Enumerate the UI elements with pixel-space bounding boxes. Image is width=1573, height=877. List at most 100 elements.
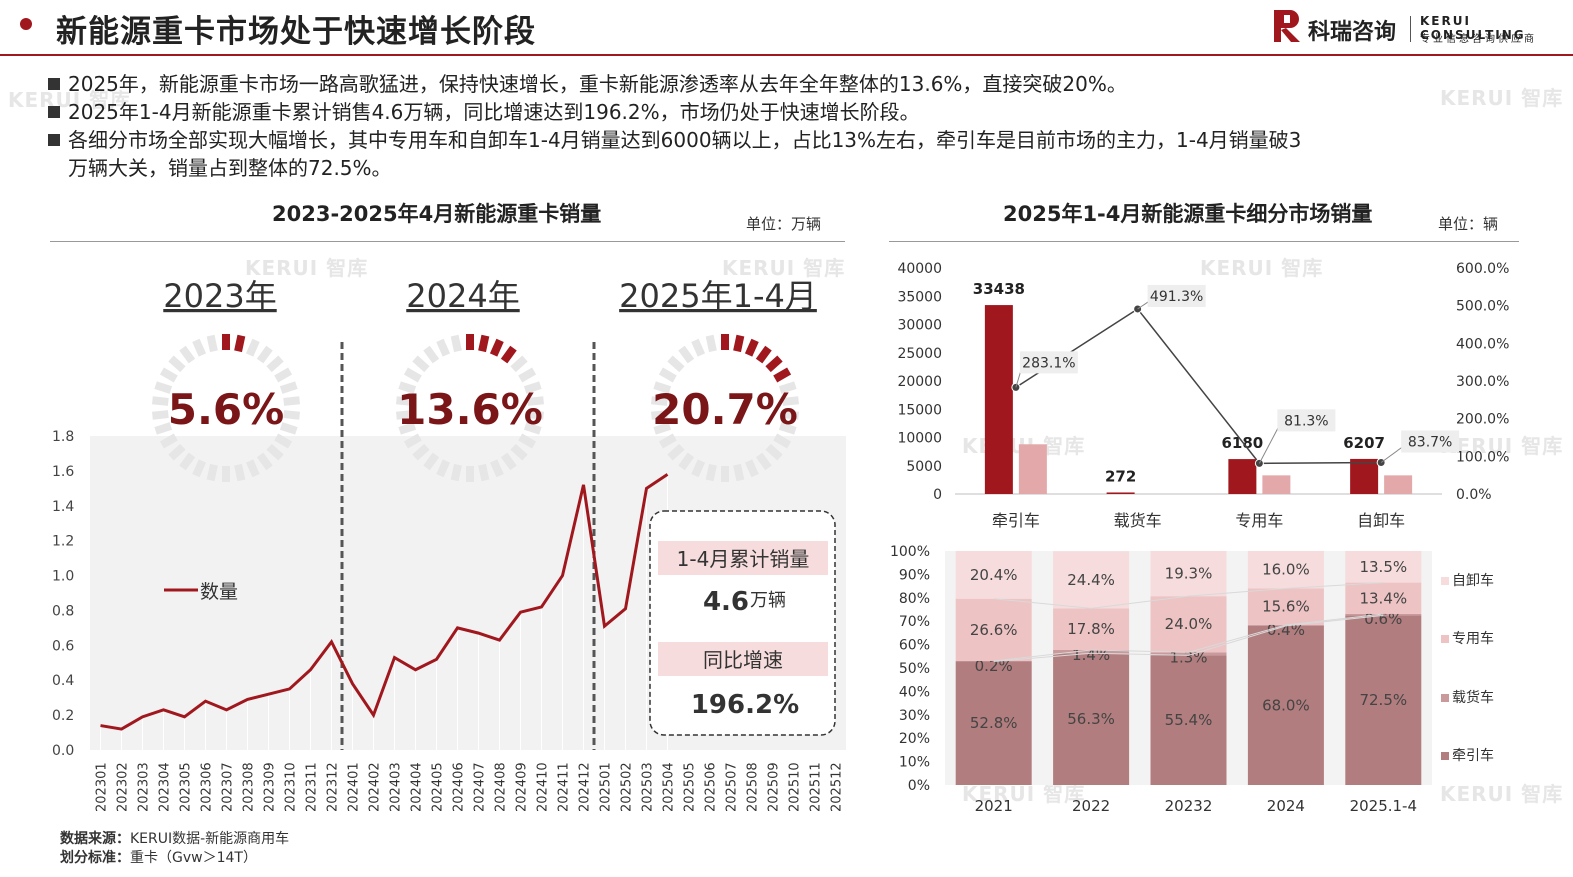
- gauge-tick-filled: [489, 338, 504, 357]
- gauge-tick: [678, 345, 695, 364]
- stack-segment-0: [1150, 655, 1227, 785]
- cum-sales-value: 4.6: [703, 587, 749, 617]
- stack-segment-1: [1345, 613, 1422, 616]
- x-tick-label: 202311: [305, 762, 320, 812]
- y-left-tick-label: 30000: [897, 318, 942, 334]
- gauge-tick: [678, 452, 695, 471]
- stack-y-tick-label: 50%: [899, 661, 930, 677]
- legend-label: 牵引车: [1452, 747, 1494, 764]
- x-category-label: 载货车: [1114, 511, 1162, 530]
- x-tick-label: 202310: [284, 762, 299, 812]
- gauge-tick: [705, 334, 717, 353]
- stack-value-label: 24.4%: [1067, 571, 1115, 589]
- y-tick-label: 0.8: [52, 603, 74, 619]
- gauge-tick: [773, 433, 792, 449]
- bar-2025: [1228, 459, 1257, 494]
- x-tick-label: 202401: [347, 762, 362, 812]
- watermark: KERUI 智库: [8, 88, 132, 112]
- gauge-tick-filled: [755, 345, 772, 364]
- stack-value-label: 17.8%: [1067, 620, 1115, 638]
- gauge-tick: [274, 433, 293, 449]
- watermark: KERUI 智库: [1200, 256, 1324, 280]
- stack-segment-0: [1345, 615, 1422, 785]
- x-tick-label: 202506: [704, 762, 719, 812]
- growth-line: [1015, 307, 1382, 465]
- gauge-tick: [179, 452, 196, 471]
- x-tick-label: 202301: [95, 762, 110, 812]
- gauge-tick-filled: [744, 338, 759, 357]
- stack-x-label: 2021: [975, 797, 1013, 815]
- classification-standard: 划分标准：重卡（Gvw＞14T）: [60, 850, 257, 866]
- x-category-label: 牵引车: [992, 511, 1040, 530]
- watermark: KERUI 智库: [245, 256, 369, 280]
- x-tick-label: 202510: [788, 762, 803, 812]
- gauge-tick: [782, 396, 800, 406]
- x-tick-label: 202402: [368, 762, 383, 812]
- x-tick-label: 202505: [683, 762, 698, 812]
- stack-segment-3: [955, 551, 1032, 599]
- gauge-tick: [283, 410, 301, 420]
- y-left-tick-label: 5000: [906, 459, 942, 475]
- growth-label-bg: [1401, 430, 1460, 453]
- penetration-value: 20.7%: [652, 385, 798, 434]
- penetration-value: 5.6%: [168, 385, 284, 434]
- gauge-tick: [778, 381, 797, 394]
- stack-segment-1: [1150, 652, 1227, 656]
- gauge-tick: [653, 422, 672, 435]
- gauge-tick: [279, 381, 298, 394]
- x-tick-label: 202408: [494, 762, 509, 812]
- gauge-tick: [518, 367, 537, 383]
- bullet-item-continued: 万辆大关，销量占到整体的72.5%。: [68, 156, 392, 180]
- gauge-tick: [733, 463, 745, 482]
- x-tick-label: 202511: [809, 762, 824, 812]
- stack-value-label: 72.5%: [1359, 691, 1407, 709]
- bullet-square-icon: [48, 134, 60, 146]
- gauge-tick: [168, 443, 186, 461]
- gauge-tick: [151, 410, 169, 420]
- y-tick-label: 0.0: [52, 743, 74, 759]
- gauge-tick-filled: [478, 334, 490, 353]
- summary-bullets: 2025年，新能源重卡市场一路高歌猛进，保持快速增长，重卡新能源渗透率从去年全年…: [48, 70, 1538, 182]
- stack-y-tick-label: 40%: [899, 684, 930, 700]
- gauge-tick: [403, 367, 422, 383]
- year-label: 2025年1-4月: [619, 277, 817, 315]
- logo-cn-text: 科瑞咨询: [1308, 20, 1397, 45]
- gauge-tick: [256, 452, 273, 471]
- gauge-tick: [510, 443, 528, 461]
- gauge-tick: [527, 396, 545, 406]
- y-left-tick-label: 10000: [897, 431, 942, 447]
- x-tick-label: 202412: [578, 762, 593, 812]
- growth-label: 491.3%: [1150, 289, 1203, 305]
- x-tick-label: 202312: [326, 762, 341, 812]
- legend-swatch: [1441, 694, 1449, 702]
- penetration-value: 13.6%: [397, 385, 543, 434]
- gauge-tick: [412, 355, 430, 373]
- y-right-tick-label: 600.0%: [1456, 261, 1509, 277]
- gauge-tick: [245, 459, 260, 478]
- left-chart-rule: [50, 241, 845, 242]
- gauge-tick: [266, 355, 284, 373]
- legend-swatch: [1441, 577, 1449, 585]
- stack-y-tick-label: 20%: [899, 731, 930, 747]
- stack-value-label: 19.3%: [1165, 565, 1213, 583]
- x-tick-label: 202507: [725, 762, 740, 812]
- gauge-tick: [658, 433, 677, 449]
- stack-connector: [993, 582, 1384, 609]
- gauge-tick: [234, 463, 246, 482]
- y-left-tick-label: 35000: [897, 289, 942, 305]
- gauge-tick: [283, 396, 301, 406]
- gauge-tick: [206, 334, 218, 353]
- gauge-tick-filled: [765, 355, 783, 373]
- brand-logo: 科瑞咨询 KERUI CONSULTING 专业信息咨询供应商: [1274, 8, 1564, 48]
- x-tick-label: 202406: [452, 762, 467, 812]
- bar-2025: [1350, 458, 1379, 494]
- gauge-tick: [755, 452, 772, 471]
- watermark: KERUI 智库: [1440, 86, 1564, 110]
- gauge-tick: [423, 345, 440, 364]
- gauge-tick: [256, 345, 273, 364]
- bullet-item: 2025年，新能源重卡市场一路高歌猛进，保持快速增长，重卡新能源渗透率从去年全年…: [48, 70, 1538, 98]
- header-divider: [0, 54, 1573, 56]
- logo-subtitle: 专业信息咨询供应商: [1420, 34, 1537, 45]
- x-tick-label: 202509: [767, 762, 782, 812]
- gauge-tick: [527, 410, 545, 420]
